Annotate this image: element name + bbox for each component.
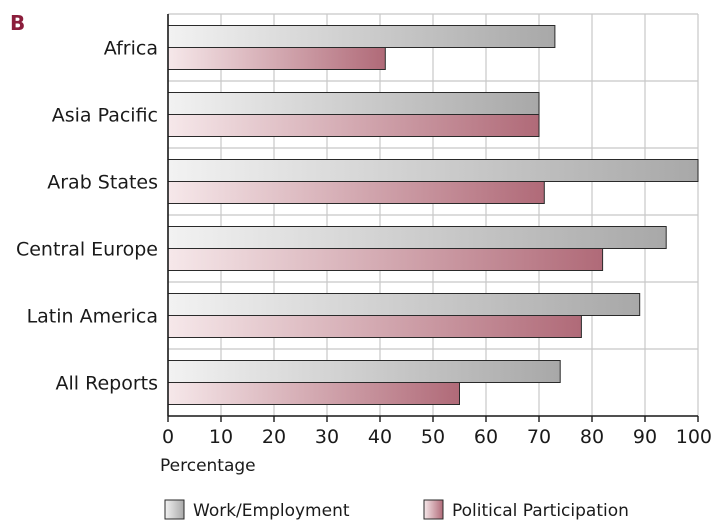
bar-political-participation (167, 114, 540, 137)
x-tick-label: 30 (315, 426, 339, 448)
x-tick-label: 100 (676, 426, 712, 448)
bar-political-participation (167, 181, 545, 204)
bar-political-participation (167, 47, 386, 70)
category-label: Latin America (27, 306, 158, 328)
bar-political-participation (167, 315, 582, 338)
legend-label: Work/Employment (193, 501, 350, 521)
legend-swatch (423, 499, 444, 520)
category-label: Central Europe (16, 239, 158, 261)
bar-work-employment (167, 360, 561, 383)
x-tick-label: 90 (633, 426, 657, 448)
grid (167, 13, 699, 417)
legend: Work/Employment Political Participation (164, 499, 629, 521)
bar-work-employment (167, 159, 699, 182)
bar-work-employment (167, 226, 667, 249)
x-axis: 0 10 20 30 40 50 60 70 80 90 100 (162, 14, 712, 448)
legend-swatch (164, 499, 185, 520)
x-tick-label: 80 (580, 426, 604, 448)
x-tick-label: 40 (368, 426, 392, 448)
bar-work-employment (167, 92, 540, 115)
x-tick-label: 60 (474, 426, 498, 448)
category-label: Asia Pacific (52, 105, 158, 127)
x-tick-label: 70 (527, 426, 551, 448)
category-label: Arab States (47, 172, 158, 194)
x-tick-label: 20 (262, 426, 286, 448)
panel-label: B (10, 11, 25, 35)
x-tick-label: 10 (209, 426, 233, 448)
category-labels: Africa Asia Pacific Arab States Central Eur… (16, 38, 158, 395)
bar-work-employment (167, 25, 556, 48)
category-label: Africa (104, 38, 158, 60)
category-label: All Reports (56, 373, 158, 395)
legend-label: Political Participation (452, 501, 629, 521)
bar-work-employment (167, 293, 641, 316)
x-axis-title: Percentage (160, 456, 256, 476)
bar-political-participation (167, 382, 460, 405)
bar-political-participation (167, 248, 604, 271)
x-tick-label: 50 (421, 426, 445, 448)
x-tick-label: 0 (162, 426, 174, 448)
